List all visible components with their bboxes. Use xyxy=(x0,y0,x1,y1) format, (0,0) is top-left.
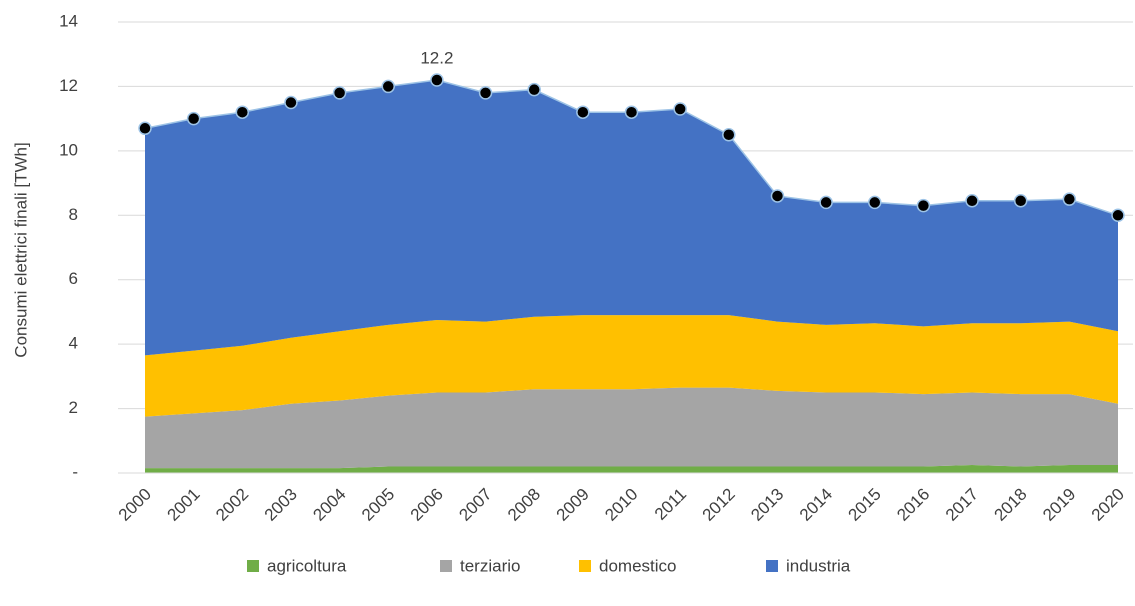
marker xyxy=(381,79,395,94)
marker xyxy=(284,95,298,110)
x-tick-label: 2020 xyxy=(1088,485,1128,525)
legend-swatch xyxy=(247,560,259,572)
marker xyxy=(332,86,347,100)
marker xyxy=(624,105,639,119)
y-tick-label: 8 xyxy=(69,205,78,224)
x-tick-label: 2000 xyxy=(115,485,155,525)
marker xyxy=(722,128,736,142)
area xyxy=(145,79,1118,356)
area xyxy=(145,464,1118,473)
x-tick-label: 2012 xyxy=(699,485,739,525)
marker xyxy=(770,189,785,203)
y-tick-label: - xyxy=(72,462,78,481)
legend-label: agricoltura xyxy=(267,556,347,575)
x-tick-label: 2019 xyxy=(1039,485,1079,525)
x-tick-label: 2011 xyxy=(651,485,690,524)
marker xyxy=(916,198,931,213)
area xyxy=(145,315,1118,417)
marker xyxy=(138,121,152,136)
marker xyxy=(235,105,250,119)
marker xyxy=(186,111,201,126)
x-tick-label: 2007 xyxy=(455,485,495,525)
x-tick-label: 2006 xyxy=(407,485,447,525)
legend-swatch xyxy=(579,560,591,572)
x-tick-label: 2002 xyxy=(212,485,252,525)
x-tick-label: 2009 xyxy=(553,485,593,525)
y-tick-label: 12 xyxy=(59,76,78,95)
x-tick-label: 2003 xyxy=(261,485,301,525)
marker xyxy=(430,73,444,87)
x-tick-label: 2018 xyxy=(991,485,1031,525)
marker xyxy=(1062,192,1077,206)
legend-label: industria xyxy=(786,556,851,575)
marker xyxy=(819,195,833,210)
x-tick-label: 2008 xyxy=(504,485,544,525)
x-tick-label: 2015 xyxy=(845,485,885,525)
marker xyxy=(1013,194,1028,208)
legend-swatch xyxy=(440,560,452,572)
x-tick-label: 2005 xyxy=(358,485,398,525)
marker xyxy=(673,102,687,116)
y-tick-label: 14 xyxy=(59,11,78,30)
y-tick-label: 4 xyxy=(69,334,78,353)
y-tick-label: 2 xyxy=(69,398,78,417)
marker xyxy=(527,82,541,97)
x-tick-label: 2014 xyxy=(796,485,836,525)
legend-label: terziario xyxy=(460,556,520,575)
x-tick-label: 2010 xyxy=(601,485,641,525)
marker xyxy=(1111,208,1125,223)
legend-swatch xyxy=(766,560,778,572)
marker xyxy=(576,105,590,119)
marker xyxy=(965,194,979,208)
y-tick-label: 6 xyxy=(69,269,78,288)
y-tick-label: 10 xyxy=(59,140,78,159)
x-tick-label: 2013 xyxy=(747,485,787,525)
x-tick-label: 2004 xyxy=(309,485,349,525)
x-tick-label: 2001 xyxy=(163,485,203,525)
marker xyxy=(478,86,493,100)
marker xyxy=(868,195,882,210)
x-tick-label: 2016 xyxy=(893,485,933,525)
x-tick-label: 2017 xyxy=(942,485,982,525)
annotation: 12.2 xyxy=(420,48,453,67)
area xyxy=(145,387,1118,469)
y-axis-title: Consumi elettrici finali [TWh] xyxy=(11,142,30,357)
legend-label: domestico xyxy=(599,556,676,575)
